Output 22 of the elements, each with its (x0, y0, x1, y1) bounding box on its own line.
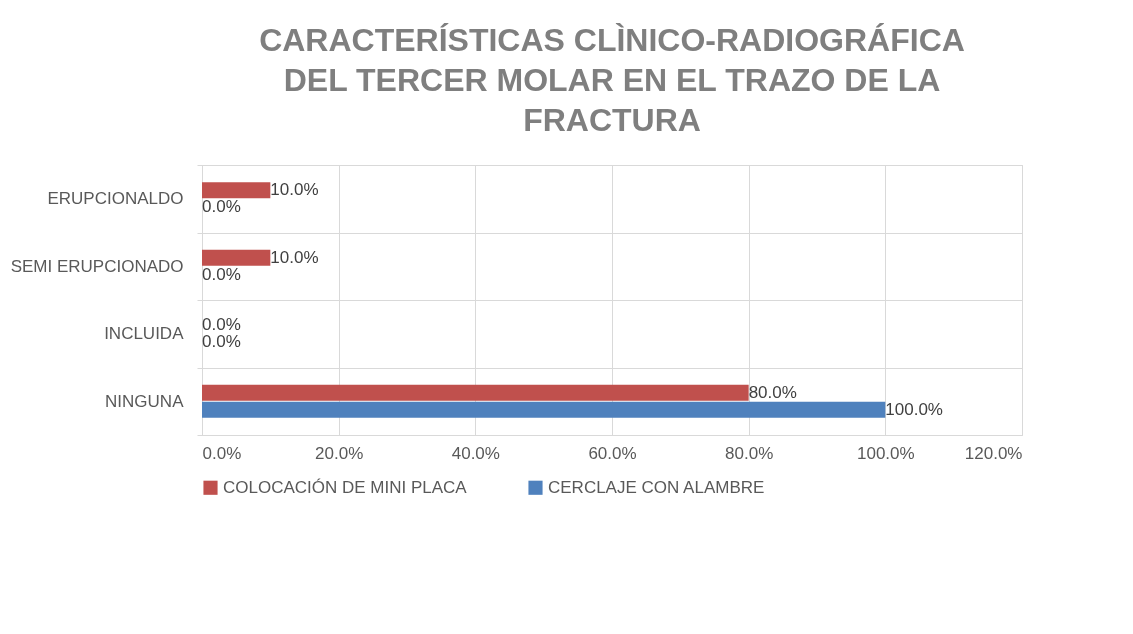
data-label: 0.0% (202, 197, 241, 217)
x-tick-label: 120.0% (964, 443, 1023, 463)
y-tick-label: INCLUIDA (104, 324, 185, 344)
data-label: 10.0% (270, 180, 319, 200)
y-tick-label: NINGUNA (105, 391, 185, 411)
data-label: 80.0% (748, 382, 797, 402)
data-label: 10.0% (270, 247, 319, 267)
data-label: 100.0% (885, 399, 944, 419)
x-tick-label: 100.0% (857, 443, 915, 463)
legend-label: CERCLAJE CON ALAMBRE (548, 477, 765, 497)
legend-label: COLOCACIÓN DE MINI PLACA (223, 477, 468, 497)
x-tick-label: 20.0% (315, 443, 364, 463)
data-label: 0.0% (202, 264, 241, 284)
data-label: 0.0% (202, 315, 241, 335)
y-tick-label: SEMI ERUPCIONADO (10, 256, 184, 276)
x-tick-label: 80.0% (725, 443, 774, 463)
x-tick-label: 60.0% (588, 443, 637, 463)
x-tick-label: 0.0% (202, 443, 242, 463)
chart-title: CARACTERÍSTICAS CLÌNICO-RADIOGRÁFICA DEL TERCER MOLAR EN EL TRAZO DE LA FRACTURA (259, 22, 965, 138)
x-tick-label: 40.0% (451, 443, 500, 463)
y-tick-label: ERUPCIONALDO (47, 189, 184, 209)
data-label: 0.0% (202, 332, 241, 352)
